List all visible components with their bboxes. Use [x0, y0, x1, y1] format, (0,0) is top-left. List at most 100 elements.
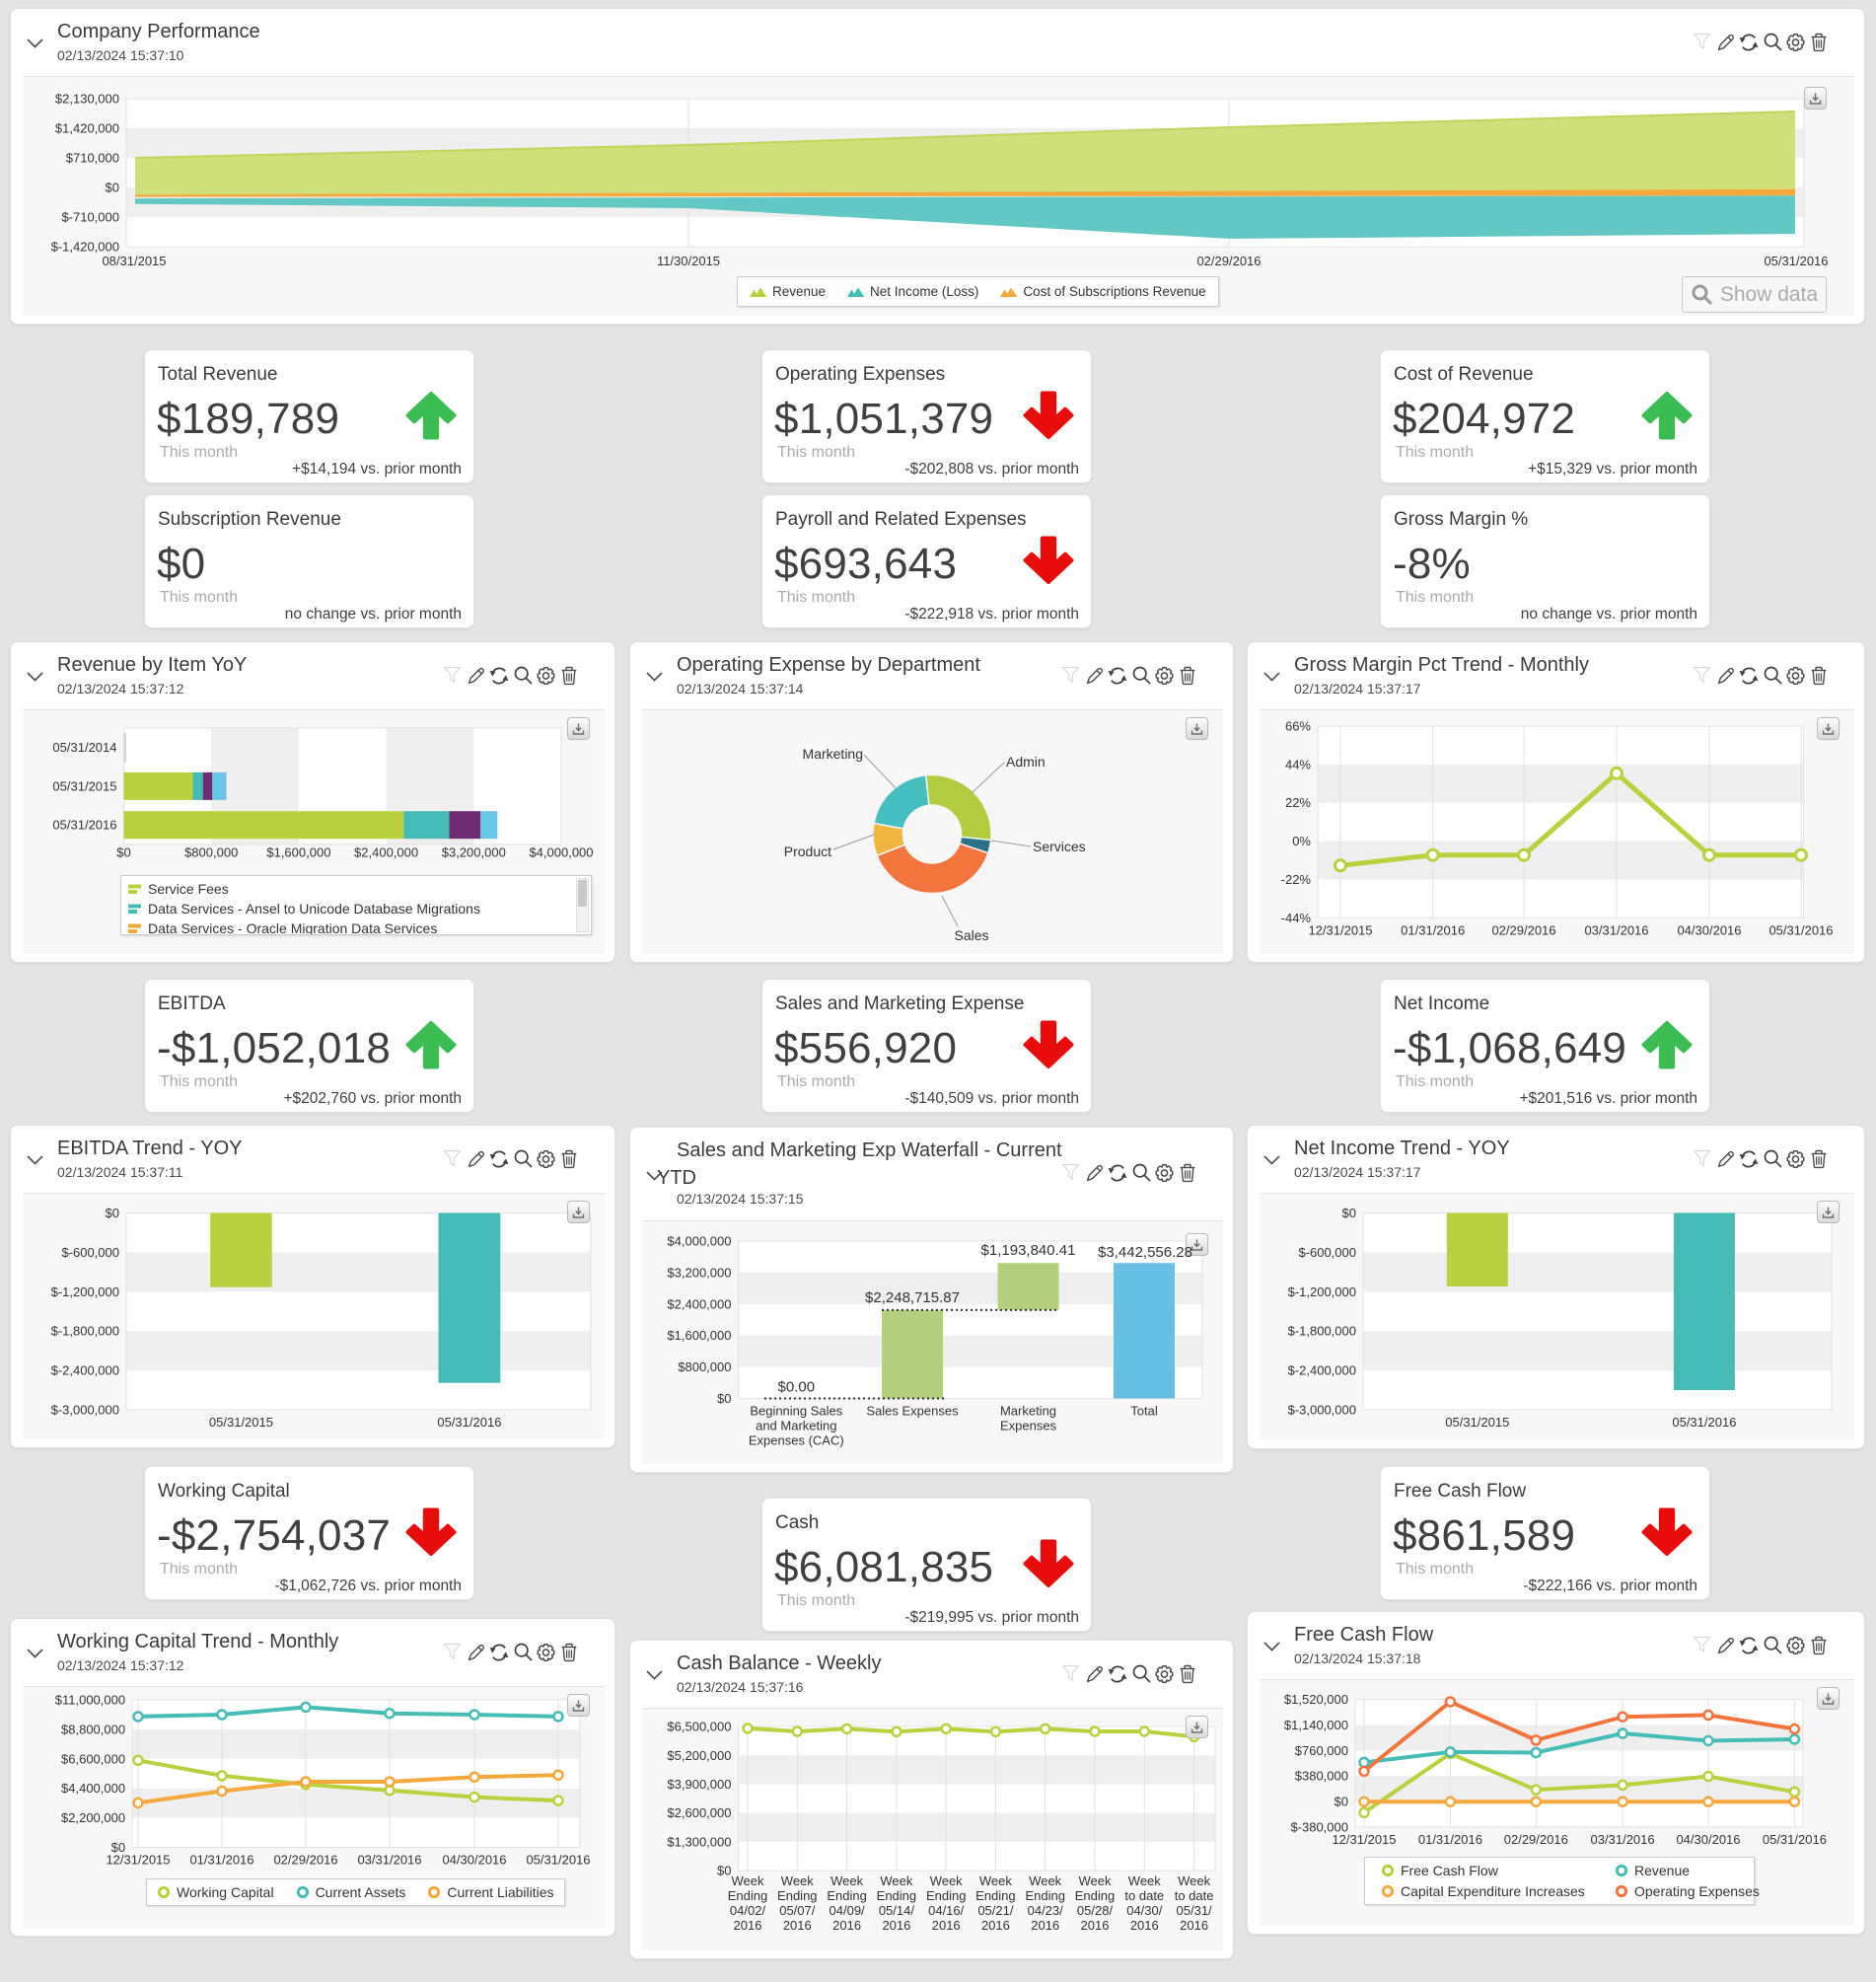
svg-text:Week: Week [880, 1873, 912, 1888]
svg-text:Marketing: Marketing [803, 746, 863, 762]
svg-text:and Marketing: and Marketing [756, 1419, 836, 1433]
svg-text:Sales: Sales [954, 927, 988, 943]
svg-text:04/30/2016: 04/30/2016 [1677, 922, 1741, 937]
svg-text:$4,400,000: $4,400,000 [61, 1781, 125, 1796]
svg-text:0%: 0% [1292, 834, 1311, 848]
svg-text:05/28/: 05/28/ [1077, 1903, 1114, 1918]
svg-text:$-3,000,000: $-3,000,000 [51, 1403, 119, 1418]
svg-text:05/07/: 05/07/ [779, 1903, 816, 1918]
svg-text:04/16/: 04/16/ [928, 1903, 965, 1918]
svg-text:$1,193,840.41: $1,193,840.41 [981, 1242, 1076, 1259]
svg-text:05/31/2015: 05/31/2015 [1445, 1415, 1509, 1430]
svg-text:$-1,200,000: $-1,200,000 [1288, 1285, 1356, 1299]
svg-text:-22%: -22% [1281, 872, 1312, 887]
svg-text:$0: $0 [106, 1206, 119, 1220]
svg-text:$1,140,000: $1,140,000 [1284, 1718, 1348, 1732]
svg-text:$1,600,000: $1,600,000 [266, 845, 330, 860]
svg-text:05/31/2015: 05/31/2015 [209, 1415, 273, 1430]
svg-text:08/31/2015: 08/31/2015 [102, 254, 166, 268]
svg-text:Week: Week [930, 1873, 963, 1888]
svg-text:$8,800,000: $8,800,000 [61, 1722, 125, 1736]
svg-text:05/31/2016: 05/31/2016 [52, 818, 116, 833]
svg-text:Ending: Ending [777, 1888, 817, 1903]
svg-text:Ending: Ending [877, 1888, 916, 1903]
svg-text:Sales Expenses: Sales Expenses [866, 1404, 959, 1419]
svg-text:$0: $0 [1342, 1206, 1356, 1220]
svg-text:$760,000: $760,000 [1295, 1743, 1348, 1758]
svg-text:Ending: Ending [1025, 1888, 1064, 1903]
svg-text:to date: to date [1124, 1888, 1164, 1903]
svg-text:$4,000,000: $4,000,000 [667, 1234, 731, 1249]
svg-text:Week: Week [1128, 1873, 1161, 1888]
svg-text:05/31/2016: 05/31/2016 [437, 1415, 501, 1430]
svg-text:05/14/: 05/14/ [879, 1903, 915, 1918]
svg-text:04/30/: 04/30/ [1126, 1903, 1163, 1918]
svg-text:$800,000: $800,000 [184, 845, 238, 860]
svg-text:2016: 2016 [1031, 1918, 1059, 1933]
svg-text:44%: 44% [1285, 757, 1311, 771]
svg-text:Week: Week [1178, 1873, 1210, 1888]
svg-text:2016: 2016 [734, 1918, 762, 1933]
svg-text:Ending: Ending [728, 1888, 767, 1903]
svg-text:Week: Week [830, 1873, 863, 1888]
svg-text:Week: Week [979, 1873, 1012, 1888]
svg-text:2016: 2016 [1130, 1918, 1159, 1933]
svg-text:$1,600,000: $1,600,000 [667, 1328, 731, 1343]
svg-text:$0: $0 [717, 1864, 731, 1878]
svg-text:$5,200,000: $5,200,000 [667, 1748, 731, 1763]
svg-text:$2,400,000: $2,400,000 [354, 845, 418, 860]
svg-text:11/30/2015: 11/30/2015 [657, 254, 720, 268]
svg-text:Week: Week [1079, 1873, 1112, 1888]
svg-text:$6,500,000: $6,500,000 [667, 1720, 731, 1734]
svg-text:$-1,800,000: $-1,800,000 [1288, 1324, 1356, 1339]
svg-text:02/29/2016: 02/29/2016 [1196, 254, 1261, 268]
svg-text:$2,130,000: $2,130,000 [55, 92, 119, 107]
svg-text:$800,000: $800,000 [678, 1359, 731, 1374]
svg-text:$710,000: $710,000 [66, 151, 119, 166]
svg-text:05/31/2016: 05/31/2016 [1768, 922, 1833, 937]
svg-text:Ending: Ending [975, 1888, 1015, 1903]
svg-text:Week: Week [732, 1873, 764, 1888]
svg-text:2016: 2016 [932, 1918, 961, 1933]
svg-text:Admin: Admin [1006, 754, 1046, 770]
svg-text:$2,200,000: $2,200,000 [61, 1810, 125, 1825]
svg-text:to date: to date [1175, 1888, 1214, 1903]
svg-text:Product: Product [784, 844, 831, 859]
svg-text:05/21/: 05/21/ [977, 1903, 1014, 1918]
svg-text:$4,000,000: $4,000,000 [529, 845, 593, 860]
svg-text:$0: $0 [717, 1391, 731, 1406]
svg-text:Expenses: Expenses [1000, 1419, 1057, 1433]
svg-text:Services: Services [1033, 839, 1086, 854]
svg-text:2016: 2016 [1180, 1918, 1208, 1933]
svg-text:$0: $0 [111, 1840, 125, 1855]
svg-text:$2,248,715.87: $2,248,715.87 [865, 1289, 960, 1306]
svg-text:$1,420,000: $1,420,000 [55, 121, 119, 136]
svg-text:$-380,000: $-380,000 [1290, 1819, 1348, 1834]
svg-text:$-2,400,000: $-2,400,000 [51, 1363, 119, 1378]
svg-text:12/31/2015: 12/31/2015 [1308, 922, 1372, 937]
svg-text:$3,200,000: $3,200,000 [442, 845, 506, 860]
svg-text:2016: 2016 [882, 1918, 910, 1933]
svg-text:$2,600,000: $2,600,000 [667, 1805, 731, 1820]
svg-text:$0: $0 [1335, 1795, 1348, 1809]
svg-text:$0.00: $0.00 [778, 1379, 816, 1396]
svg-text:$-1,800,000: $-1,800,000 [51, 1324, 119, 1339]
svg-text:03/31/2016: 03/31/2016 [1584, 922, 1648, 937]
svg-text:04/30/2016: 04/30/2016 [442, 1853, 506, 1868]
svg-text:Expenses (CAC): Expenses (CAC) [749, 1433, 844, 1448]
svg-text:Ending: Ending [827, 1888, 866, 1903]
svg-text:Total: Total [1130, 1404, 1158, 1419]
svg-text:05/31/2015: 05/31/2015 [52, 778, 116, 793]
svg-text:05/31/2016: 05/31/2016 [1763, 1832, 1827, 1847]
svg-text:03/31/2016: 03/31/2016 [357, 1853, 421, 1868]
svg-text:05/31/2016: 05/31/2016 [526, 1853, 590, 1868]
svg-text:04/09/: 04/09/ [830, 1903, 866, 1918]
svg-text:Marketing: Marketing [1000, 1404, 1056, 1419]
svg-text:Beginning Sales: Beginning Sales [750, 1404, 842, 1419]
svg-text:$-600,000: $-600,000 [1298, 1245, 1356, 1260]
svg-text:$-1,200,000: $-1,200,000 [51, 1285, 119, 1299]
svg-text:22%: 22% [1285, 795, 1311, 810]
svg-text:Week: Week [781, 1873, 814, 1888]
svg-text:Week: Week [1029, 1873, 1061, 1888]
svg-text:$6,600,000: $6,600,000 [61, 1751, 125, 1766]
